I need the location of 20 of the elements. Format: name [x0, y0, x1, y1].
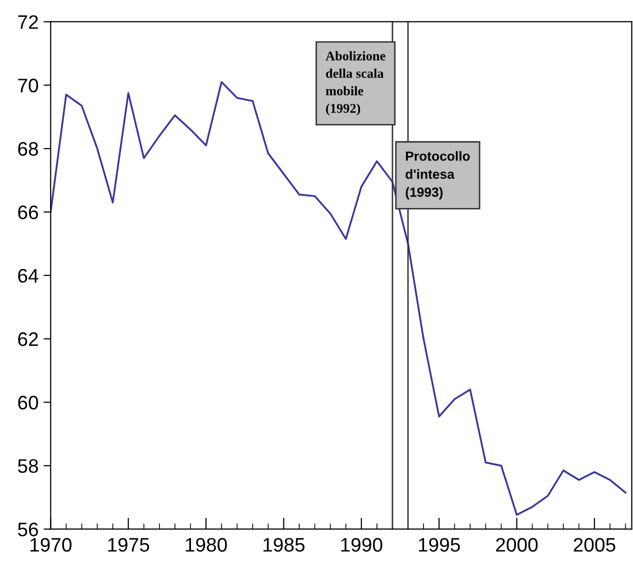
- x-tick-label: 1990: [341, 538, 382, 552]
- y-tick-label: 68: [18, 142, 38, 156]
- x-tick-label: 1980: [186, 538, 227, 552]
- y-tick-label: 66: [18, 205, 38, 220]
- y-tick-label: 72: [18, 15, 38, 29]
- annotation: Abolizione della scala mobile (1992): [326, 51, 386, 116]
- line-series: [50, 81, 626, 516]
- y-tick-label: 70: [18, 78, 38, 92]
- y-tick-label: 62: [18, 332, 38, 346]
- x-tick-label: 2005: [574, 538, 616, 552]
- y-tick-label: 56: [18, 522, 38, 536]
- x-tick-label: 2000: [496, 538, 538, 552]
- y-tick-label: 64: [18, 268, 38, 283]
- x-tick-label: 1975: [108, 538, 150, 552]
- y-tick-label: 60: [18, 396, 38, 410]
- x-tick-label: 1985: [264, 538, 305, 552]
- x-tick-label: 1995: [418, 538, 460, 552]
- y-tick-label: 58: [18, 459, 38, 473]
- annotation: Protocollo d'intesa (1993): [406, 151, 470, 200]
- x-tick-label: 1970: [30, 538, 72, 552]
